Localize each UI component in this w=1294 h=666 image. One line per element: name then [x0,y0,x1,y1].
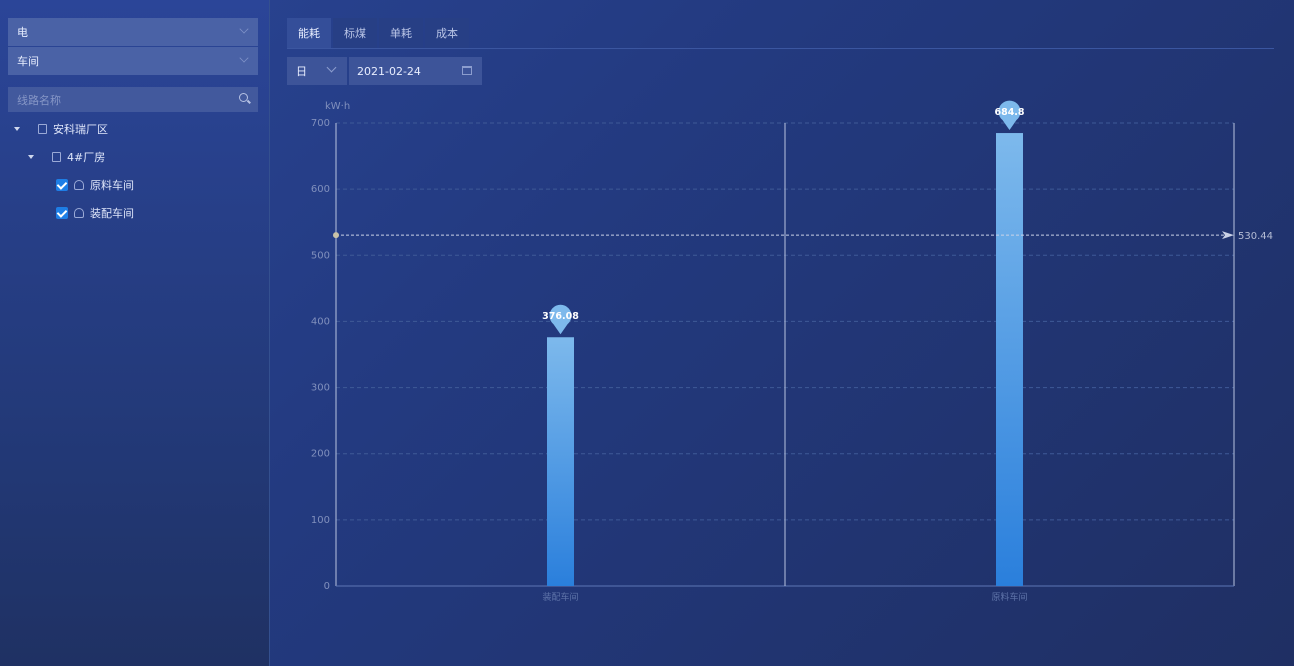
average-arrow [1222,231,1234,240]
divider [287,48,1274,49]
search-icon[interactable] [239,93,248,102]
level-value: 车间 [17,55,39,68]
value-pin [549,304,572,335]
period-select[interactable]: 日 [287,57,347,85]
y-tick-label: 200 [311,449,330,460]
period-value: 日 [296,65,307,78]
level-select[interactable]: 车间 [8,47,258,75]
bar [996,133,1023,586]
tab-standard-coal[interactable]: 标煤 [333,18,377,48]
line-search-input[interactable]: 线路名称 [8,87,258,112]
tab-unit-consumption[interactable]: 单耗 [379,18,423,48]
y-tick-label: 300 [311,383,330,394]
date-value: 2021-02-24 [357,64,421,78]
value-pin [998,100,1021,131]
tab-bar: 能耗 标煤 单耗 成本 [287,18,469,48]
date-picker[interactable]: 2021-02-24 [349,57,482,85]
tree-leaf[interactable]: 装配车间 [56,205,134,221]
calendar-icon [462,66,472,75]
sidebar: 电 车间 线路名称 安科瑞厂区 4#厂房 原料车间 装配车间 [0,0,270,666]
y-tick-label: 100 [311,515,330,526]
tree-label: 4#厂房 [67,151,106,164]
tree-label: 安科瑞厂区 [53,123,108,136]
y-tick-label: 600 [311,184,330,195]
y-tick-label: 500 [311,250,330,261]
caret-down-icon[interactable] [28,155,34,159]
checkbox[interactable] [56,207,68,219]
tab-energy[interactable]: 能耗 [287,18,331,48]
building-icon [38,124,47,134]
average-start-dot [333,232,339,239]
checkbox[interactable] [56,179,68,191]
bar [547,337,574,586]
x-tick-label: 装配车间 [542,591,578,603]
y-tick-label: 700 [311,118,330,129]
tree-label: 装配车间 [90,207,134,220]
x-tick-label: 原料车间 [991,591,1027,603]
energy-type-value: 电 [17,26,28,39]
caret-down-icon[interactable] [14,127,20,131]
tab-cost[interactable]: 成本 [425,18,469,48]
y-axis-label: kW·h [325,101,350,112]
y-tick-label: 0 [324,581,330,592]
data-label: 376.08 [542,311,579,322]
tree-leaf[interactable]: 原料车间 [56,177,134,193]
tree-node-root[interactable]: 安科瑞厂区 [14,121,108,137]
meter-icon [74,208,84,218]
average-label: 530.44 [1238,231,1273,242]
building-icon [52,152,61,162]
tree-label: 原料车间 [90,179,134,192]
tree-node-child[interactable]: 4#厂房 [28,149,105,165]
y-tick-label: 400 [311,316,330,327]
data-label: 684.8 [994,107,1024,118]
energy-type-select[interactable]: 电 [8,18,258,46]
search-placeholder: 线路名称 [17,93,61,107]
meter-icon [74,180,84,190]
